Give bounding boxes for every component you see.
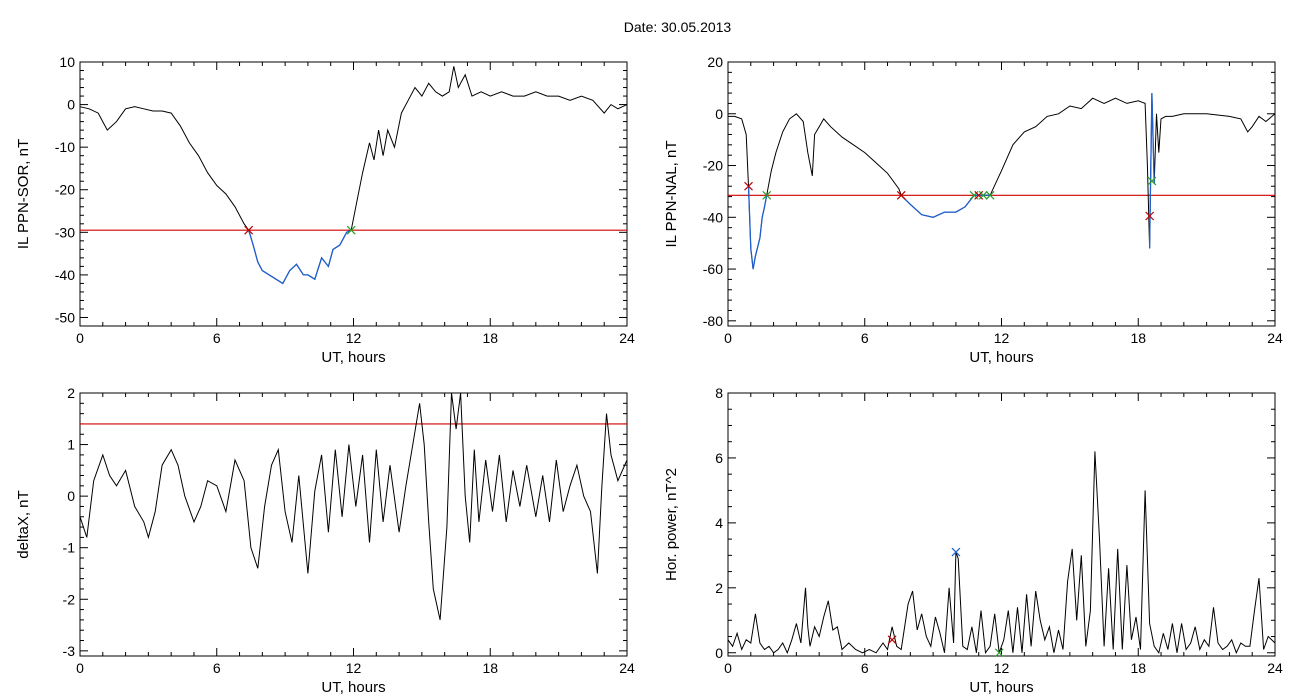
x-tick-label: 0 [76,330,84,346]
marker-stroke [346,225,356,235]
x-tick-label: 6 [861,330,869,346]
y-tick-label: -3 [63,643,76,659]
plot-frame [79,392,628,657]
plot-frame [727,392,1276,657]
x-tick-label: 18 [482,330,498,346]
chart-panel-3: 0 6 12 18 24 2 1 0 -1 -2 -3 UT, hours deltaX, nT [15,385,635,696]
x-tick-label: 12 [994,330,1010,346]
event-marker-end [985,190,995,200]
x-axis-label: UT, hours [321,679,385,696]
figure-title: Date: 30.05.2013 [0,19,1300,35]
x-axis-label: UT, hours [321,349,385,366]
y-tick-label: -2 [63,591,76,607]
x-tick-label: 24 [619,330,635,346]
data-line [79,392,628,621]
y-tick-label: 10 [59,54,75,70]
x-tick-label: 12 [346,330,362,346]
y-tick-label: -40 [703,209,723,225]
y-tick-label: 4 [715,515,723,531]
y-tick-label: -50 [55,309,75,325]
y-tick-label: 0 [715,645,723,661]
y-tick-label: -10 [55,139,75,155]
y-axis-label: IL PPN-SOR, nT [15,139,32,249]
y-tick-label: -1 [63,540,76,556]
event-marker-start [244,225,254,235]
marker-stroke [887,635,897,645]
marker-stroke [985,190,995,200]
event-marker-peak [951,547,961,557]
event-marker-end [762,190,772,200]
y-tick-label: 8 [715,385,723,401]
data-line [728,93,1276,270]
y-tick-label: 0 [67,97,75,113]
x-tick-label: 18 [1130,330,1146,346]
y-tick-label: 2 [715,580,723,596]
y-tick-label: -40 [55,267,75,283]
x-tick-label: 24 [619,660,635,676]
event-marker-end [346,225,356,235]
marker-stroke [1147,176,1157,186]
highlighted-segment [1148,93,1155,249]
chart-panel-4: 0 6 12 18 24 8 6 4 2 0 UT, hours Hor. power, nT^2 [663,385,1283,696]
y-axis-label: deltaX, nT [15,490,32,558]
x-tick-label: 24 [1267,660,1283,676]
y-tick-label: 0 [715,106,723,122]
x-tick-label: 0 [724,330,732,346]
marker-stroke [762,190,772,200]
y-tick-label: 1 [67,437,75,453]
y-axis-label: IL PPN-NAL, nT [663,141,680,248]
x-tick-label: 0 [76,660,84,676]
event-marker-start [1145,211,1155,221]
event-marker-end [994,648,1004,658]
x-tick-label: 12 [994,660,1010,676]
x-tick-label: 12 [346,660,362,676]
x-tick-label: 24 [1267,330,1283,346]
data-line [79,66,628,285]
x-tick-label: 6 [213,660,221,676]
x-axis-label: UT, hours [969,349,1033,366]
marker-stroke [1145,211,1155,221]
y-tick-label: 20 [707,54,723,70]
marker-stroke [951,547,961,557]
marker-stroke [744,181,753,191]
x-axis-label: UT, hours [969,679,1033,696]
y-tick-label: -20 [703,158,723,174]
chart-panel-2: 0 6 12 18 24 20 0 -20 -40 -60 -80 UT, hours IL PPN-N… [663,54,1283,366]
y-tick-label: -20 [55,182,75,198]
event-marker-end [978,190,988,200]
highlighted-segment [747,186,768,270]
y-tick-label: -60 [703,261,723,277]
marker-stroke [896,190,906,200]
event-marker-end [1147,176,1157,186]
marker-stroke [244,225,254,235]
x-tick-label: 18 [482,660,498,676]
plot-frame [79,61,628,327]
event-marker-start [744,181,753,191]
x-tick-label: 18 [1130,660,1146,676]
highlighted-segment [248,229,352,285]
marker-stroke [978,190,988,200]
plot-frame [727,61,1276,327]
event-marker-start [896,190,906,200]
marker-stroke [994,648,1004,658]
highlighted-segment [900,194,991,218]
y-axis-label: Hor. power, nT^2 [663,468,680,581]
date-value: 30.05.2013 [661,19,732,35]
chart-panel-1: 0 6 12 18 24 10 0 -10 -20 -30 -40 -50 UT, hours IL PP… [15,54,635,366]
y-tick-label: 0 [67,488,75,504]
event-marker-start [887,635,897,645]
data-line [727,451,1276,655]
y-tick-label: -80 [703,313,723,329]
date-label: Date: [623,19,658,35]
x-tick-label: 6 [861,660,869,676]
x-tick-label: 6 [213,330,221,346]
x-tick-label: 0 [724,660,732,676]
y-tick-label: 2 [67,385,75,401]
y-tick-label: -30 [55,224,75,240]
y-tick-label: 6 [715,450,723,466]
